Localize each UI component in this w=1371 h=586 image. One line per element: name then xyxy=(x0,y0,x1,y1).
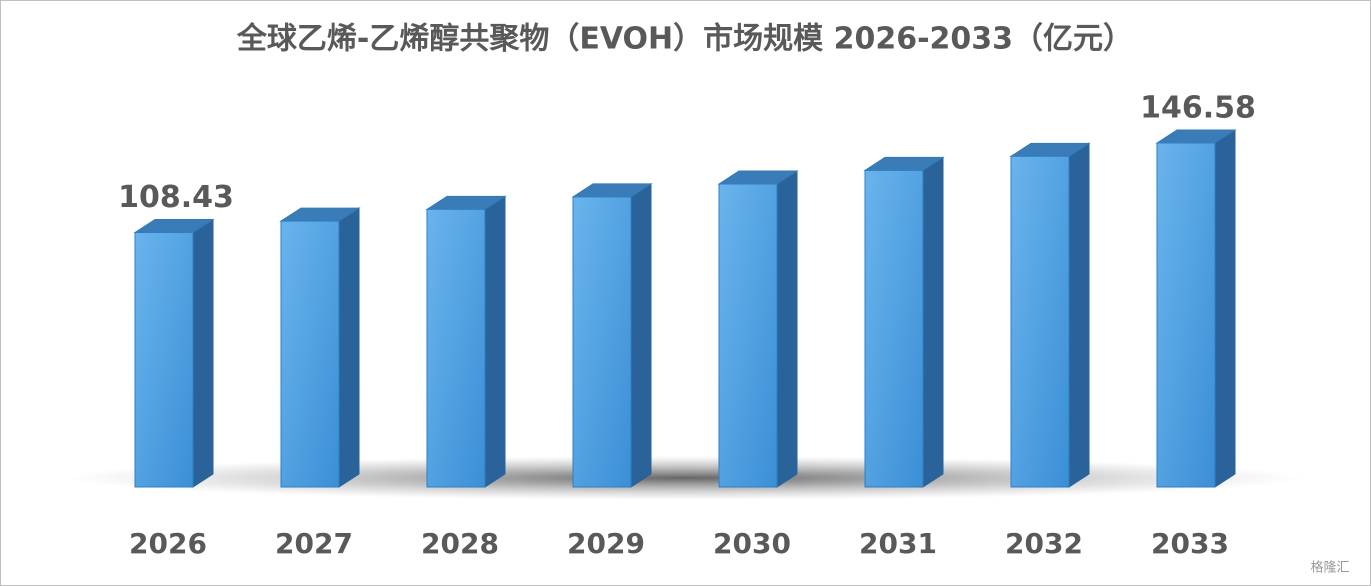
bar-front xyxy=(864,169,924,488)
bar-side xyxy=(1068,142,1090,488)
bar xyxy=(717,170,799,488)
watermark: 格隆汇 xyxy=(1310,560,1349,576)
bar-side xyxy=(484,195,506,488)
bar-front xyxy=(1010,155,1070,488)
chart-title: 全球乙烯-乙烯醇共聚物（EVOH）市场规模 2026-2033（亿元） xyxy=(236,22,1133,57)
bar xyxy=(279,207,361,488)
bar-front xyxy=(426,208,486,488)
data-label: 108.43 xyxy=(118,180,234,215)
bar-side xyxy=(192,218,214,488)
bar xyxy=(863,156,945,488)
bar xyxy=(1009,142,1091,488)
x-tick-label: 2032 xyxy=(1005,527,1083,560)
x-tick-label: 2029 xyxy=(567,527,645,560)
bar-side xyxy=(776,170,798,488)
x-tick-label: 2030 xyxy=(713,527,791,560)
bar-front xyxy=(280,220,340,488)
x-tick-label: 2033 xyxy=(1151,527,1229,560)
data-label: 146.58 xyxy=(1140,91,1256,126)
x-tick-label: 2027 xyxy=(275,527,353,560)
x-tick-label: 2026 xyxy=(129,527,207,560)
bar xyxy=(571,183,653,488)
bar-side xyxy=(922,156,944,488)
floor-shadow xyxy=(65,456,1305,500)
x-tick-label: 2031 xyxy=(859,527,937,560)
bar xyxy=(425,195,507,488)
bar-front xyxy=(1156,142,1216,488)
bar-side xyxy=(630,183,652,488)
bar xyxy=(1155,129,1237,488)
bar-front xyxy=(718,183,778,488)
bar-front xyxy=(572,196,632,488)
bar-side xyxy=(338,207,360,488)
x-tick-label: 2028 xyxy=(421,527,499,560)
bar-front xyxy=(134,232,194,488)
bar xyxy=(133,218,215,488)
bar-side xyxy=(1214,129,1236,488)
